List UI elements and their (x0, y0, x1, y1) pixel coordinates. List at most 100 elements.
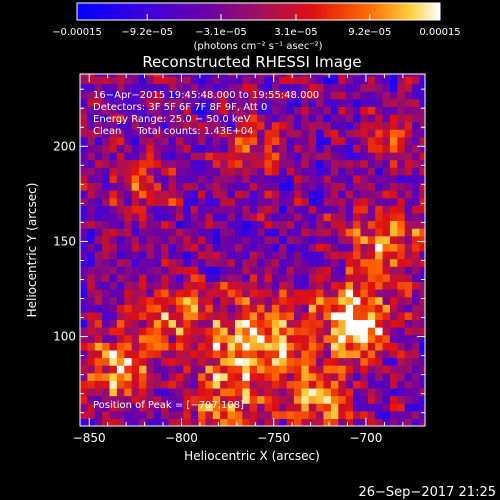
heatmap-cell (116, 327, 125, 336)
heatmap-cell (220, 167, 229, 176)
heatmap-cell (109, 349, 118, 359)
heatmap-cell (205, 258, 214, 267)
heatmap-cell (175, 190, 184, 199)
heatmap-cell (212, 75, 221, 85)
heatmap-cell (116, 205, 125, 214)
heatmap-cell (153, 136, 162, 145)
heatmap-cell (242, 228, 251, 237)
heatmap-cell (308, 418, 317, 426)
heatmap-cell (382, 372, 391, 381)
heatmap-cell (412, 197, 421, 206)
heatmap-cell (161, 235, 170, 244)
heatmap-cell (404, 258, 413, 267)
heatmap-cell (198, 152, 207, 161)
heatmap-cell (183, 83, 192, 92)
heatmap-cell (220, 159, 229, 168)
heatmap-cell (279, 319, 288, 328)
heatmap-cell (330, 136, 339, 145)
heatmap-cell (175, 319, 184, 328)
heatmap-cell (212, 74, 221, 77)
heatmap-cell (102, 83, 111, 92)
heatmap-cell (146, 319, 155, 328)
heatmap-cell (227, 190, 236, 199)
heatmap-cell (234, 357, 243, 366)
heatmap-cell (397, 121, 406, 130)
heatmap-cell (146, 327, 155, 336)
x-axis-tick-labels: −850 −800 −750 −700 (73, 431, 383, 445)
heatmap-cell (227, 243, 236, 252)
heatmap-cell (412, 380, 421, 389)
heatmap-cell (175, 365, 184, 374)
heatmap-cell (419, 144, 425, 153)
heatmap-cell (345, 304, 354, 313)
heatmap-cell (375, 250, 384, 260)
heatmap-cell (345, 174, 354, 184)
heatmap-cell (205, 410, 214, 419)
heatmap-cell (124, 403, 133, 412)
heatmap-cell (175, 380, 184, 389)
heatmap-cell (404, 144, 413, 153)
heatmap-cell (389, 91, 398, 100)
heatmap-cell (198, 228, 207, 237)
heatmap-cell (301, 91, 310, 100)
heatmap-cell (360, 372, 369, 381)
heatmap-cell (168, 289, 177, 298)
heatmap-cell (257, 190, 266, 199)
heatmap-cell (146, 342, 155, 351)
heatmap-cell (330, 235, 339, 244)
heatmap-cell (139, 83, 148, 92)
heatmap-cell (412, 205, 421, 214)
heatmap-cell (279, 113, 288, 123)
heatmap-cell (242, 266, 251, 275)
heatmap-cell (94, 281, 103, 290)
heatmap-cell (183, 144, 192, 153)
heatmap-cell (389, 395, 398, 404)
heatmap-cell (212, 167, 221, 176)
heatmap-cell (279, 228, 288, 237)
heatmap-cell (161, 144, 170, 153)
heatmap-cell (419, 387, 425, 397)
heatmap-cell (323, 228, 332, 237)
heatmap-cell (271, 418, 280, 426)
heatmap-cell (205, 152, 214, 161)
heatmap-cell (131, 403, 140, 412)
heatmap-cell (205, 129, 214, 138)
heatmap-cell (397, 349, 406, 359)
heatmap-cell (316, 296, 325, 305)
heatmap-cell (139, 258, 148, 267)
heatmap-cell (353, 289, 362, 298)
heatmap-cell (87, 159, 96, 168)
heatmap-cell (404, 121, 413, 130)
heatmap-cell (80, 220, 88, 229)
heatmap-cell (227, 167, 236, 176)
heatmap-cell (242, 174, 251, 184)
heatmap-cell (146, 258, 155, 267)
heatmap-cell (367, 273, 376, 282)
heatmap-cell (271, 266, 280, 275)
heatmap-cell (294, 334, 302, 343)
heatmap-cell (360, 327, 369, 336)
heatmap-cell (131, 349, 140, 359)
heatmap-cell (175, 174, 184, 184)
heatmap-cell (190, 311, 199, 321)
heatmap-cell (183, 74, 192, 77)
heatmap-cell (249, 296, 258, 305)
heatmap-cell (264, 197, 273, 206)
heatmap-cell (220, 113, 229, 123)
heatmap-cell (264, 258, 273, 267)
heatmap-cell (153, 121, 162, 130)
heatmap-cell (323, 266, 332, 275)
heatmap-cell (109, 311, 118, 321)
heatmap-cell (168, 159, 177, 168)
heatmap-cell (330, 220, 339, 229)
heatmap-cell (301, 121, 310, 130)
heatmap-cell (389, 190, 398, 199)
heatmap-cell (146, 365, 155, 374)
heatmap-cell (338, 319, 347, 328)
heatmap-cell (87, 342, 96, 351)
heatmap-cell (330, 372, 339, 381)
heatmap-cell (330, 380, 339, 389)
heatmap-cell (404, 197, 413, 206)
heatmap-cell (345, 243, 354, 252)
heatmap-cell (183, 197, 192, 206)
